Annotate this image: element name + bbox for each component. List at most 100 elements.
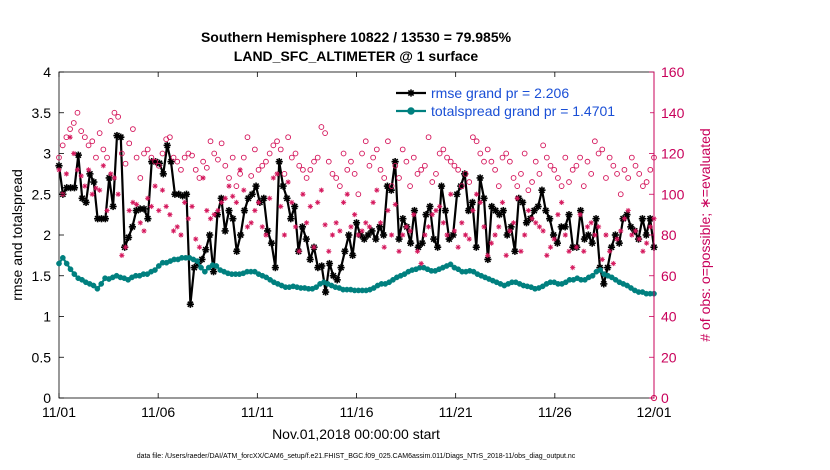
rmse-point: [352, 219, 361, 227]
y-tick-label: 2.5: [32, 186, 52, 202]
rmse-point: [163, 141, 171, 149]
obs-evaluated-point: [156, 207, 162, 214]
obs-evaluated-point: [418, 260, 424, 267]
y-axis-right-label: # of obs: o=possible; ∗=evaluated: [697, 128, 713, 341]
obs-possible-point: [167, 134, 173, 141]
obs-evaluated-point: [145, 195, 151, 201]
legend-totalspread-marker: [407, 107, 415, 115]
obs-evaluated-point: [644, 240, 650, 246]
obs-evaluated-point: [573, 244, 579, 250]
x-tick-label: 12/01: [636, 404, 671, 420]
obs-evaluated-point: [433, 207, 439, 214]
obs-evaluated-point: [311, 244, 317, 250]
obs-evaluated-point: [607, 248, 613, 254]
rmse-point: [623, 211, 631, 219]
obs-evaluated-point: [374, 187, 380, 193]
obs-possible-point: [122, 160, 129, 167]
obs-possible-point: [96, 130, 103, 136]
legend-rmse-marker: [407, 89, 415, 97]
obs-evaluated-point: [63, 171, 69, 177]
y-tick-label: 3: [43, 146, 51, 162]
obs-possible-point: [170, 154, 177, 161]
obs-evaluated-point: [389, 232, 395, 238]
obs-possible-point: [148, 154, 155, 161]
y-tick-label-right: 140: [661, 105, 685, 121]
rmse-point: [368, 227, 376, 235]
obs-possible-point: [481, 158, 487, 165]
obs-possible-point: [300, 166, 306, 173]
obs-possible-point: [573, 162, 580, 169]
obs-possible-point: [407, 183, 413, 189]
obs-evaluated-point: [89, 191, 95, 197]
rmse-point: [70, 184, 79, 192]
rmse-point: [287, 215, 295, 223]
rmse-point: [642, 231, 650, 239]
totalspread-point: [56, 260, 62, 267]
obs-evaluated-point: [555, 212, 561, 218]
obs-possible-point: [74, 109, 81, 116]
obs-evaluated-point: [185, 216, 191, 222]
y-tick-label: 0: [43, 390, 51, 406]
rmse-point: [372, 235, 380, 243]
rmse-point: [399, 215, 407, 223]
obs-evaluated-point: [481, 224, 487, 230]
obs-possible-point: [318, 124, 325, 130]
rmse-point: [418, 239, 426, 247]
rmse-point: [82, 198, 90, 206]
obs-evaluated-point: [629, 232, 635, 238]
chart-title-line-1: Southern Hemisphere 10822 / 13530 = 79.9…: [201, 29, 512, 45]
obs-possible-point: [414, 171, 421, 177]
obs-possible-point: [126, 140, 133, 147]
rmse-point: [519, 198, 527, 206]
obs-evaluated-point: [315, 199, 321, 205]
obs-evaluated-point: [263, 232, 269, 238]
obs-evaluated-point: [448, 191, 454, 197]
obs-possible-point: [351, 171, 358, 177]
obs-evaluated-point: [625, 207, 631, 214]
obs-evaluated-point: [455, 244, 461, 250]
obs-evaluated-point: [207, 216, 214, 222]
obs-possible-point: [252, 146, 258, 153]
obs-evaluated-point: [451, 228, 458, 234]
rmse-point: [542, 206, 550, 215]
rmse-point: [434, 243, 442, 251]
obs-evaluated-point: [551, 236, 557, 242]
obs-evaluated-point: [71, 150, 77, 157]
obs-evaluated-point: [304, 220, 310, 226]
obs-evaluated-point: [570, 265, 576, 271]
obs-evaluated-point: [599, 256, 605, 263]
rmse-point: [186, 300, 194, 308]
rmse-point: [379, 231, 388, 239]
obs-evaluated-point: [488, 240, 494, 246]
obs-possible-point: [56, 154, 62, 161]
obs-evaluated-point: [533, 220, 539, 226]
obs-evaluated-point: [414, 248, 421, 254]
obs-possible-point: [259, 162, 266, 169]
totalspread-point: [94, 285, 101, 292]
obs-evaluated-point: [503, 252, 509, 258]
obs-possible-point: [606, 154, 613, 161]
obs-possible-point: [529, 179, 535, 185]
obs-evaluated-point: [318, 187, 324, 193]
x-tick-label: 11/01: [42, 404, 76, 420]
obs-evaluated-point: [385, 207, 391, 214]
obs-evaluated-point: [344, 191, 350, 197]
totalspread-point: [63, 260, 70, 267]
obs-possible-point: [440, 146, 447, 153]
obs-evaluated-point: [259, 224, 265, 230]
data-file-footnote: data file: /Users/raeder/DAI/ATM_forcXX/…: [137, 453, 576, 460]
rmse-point: [426, 202, 434, 211]
rmse-point: [441, 206, 449, 215]
y-tick-label: 3.5: [32, 105, 52, 121]
obs-evaluated-point: [510, 220, 517, 226]
rmse-point: [302, 235, 310, 243]
obs-possible-point: [643, 179, 650, 185]
obs-possible-point: [200, 158, 206, 165]
totalspread-point: [447, 261, 454, 268]
obs-evaluated-point: [278, 203, 284, 210]
rmse-point: [144, 215, 152, 223]
rmse-point: [267, 239, 276, 247]
totalspread-point: [589, 272, 596, 279]
obs-possible-point: [410, 154, 417, 161]
obs-evaluated-point: [566, 248, 572, 254]
